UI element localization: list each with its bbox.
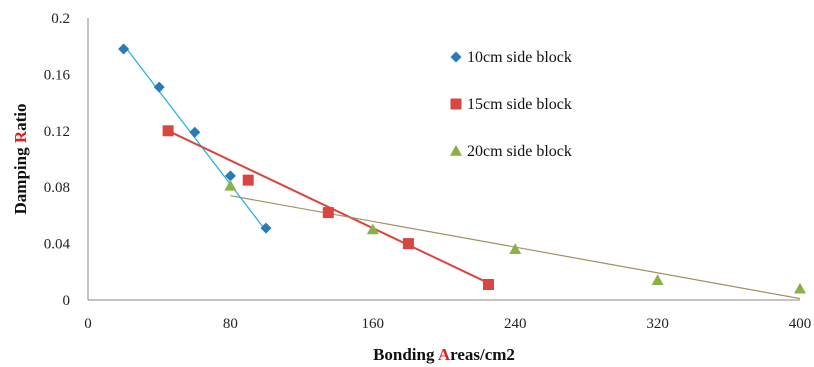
legend-marker-3 bbox=[450, 145, 462, 156]
data-point-series-3 bbox=[794, 282, 806, 294]
legend-label-2: 15cm side block bbox=[467, 96, 572, 113]
y-tick-labels: 0 0.04 0.08 0.12 0.16 0.2 bbox=[44, 11, 71, 309]
x-tick-label: 400 bbox=[789, 316, 812, 332]
data-point-series-2 bbox=[483, 278, 494, 290]
data-point-series-1 bbox=[260, 222, 272, 234]
x-tick-label: 240 bbox=[504, 316, 527, 332]
axis-title-part: R bbox=[11, 130, 30, 143]
axis-title-part: atio bbox=[11, 104, 30, 131]
x-axis-title: Bonding Areas/cm2 bbox=[373, 345, 515, 364]
axes bbox=[87, 18, 800, 301]
x-tick-label: 320 bbox=[646, 316, 669, 332]
y-tick-label: 0.16 bbox=[44, 67, 71, 83]
legend: 10cm side block 15cm side block 20cm side … bbox=[450, 49, 572, 160]
axis-title-part: Bonding bbox=[373, 345, 438, 364]
trend-lines bbox=[123, 44, 801, 300]
axis-title-part: A bbox=[438, 345, 451, 364]
data-point-series-3 bbox=[366, 223, 379, 235]
y-axis-title: Damping Ratio bbox=[11, 104, 30, 215]
data-points bbox=[118, 43, 806, 294]
y-tick-label: 0 bbox=[63, 293, 71, 309]
y-tick-label: 0.12 bbox=[44, 124, 70, 140]
x-tick-label: 0 bbox=[84, 316, 92, 332]
x-tick-label: 160 bbox=[362, 316, 385, 332]
legend-label-1: 10cm side block bbox=[467, 49, 572, 66]
trend-line-series-2 bbox=[167, 129, 489, 284]
data-point-series-1 bbox=[224, 170, 236, 182]
axis-title-part: Damping bbox=[11, 143, 30, 214]
axis-title-part: reas/cm2 bbox=[450, 345, 515, 364]
y-tick-label: 0.04 bbox=[44, 237, 71, 253]
data-point-series-2 bbox=[162, 125, 174, 137]
data-point-series-3 bbox=[651, 274, 664, 286]
data-point-series-2 bbox=[322, 207, 334, 219]
legend-marker-1 bbox=[450, 51, 462, 63]
data-point-series-3 bbox=[509, 243, 522, 255]
x-tick-labels: 0 80 160 240 320 400 bbox=[84, 316, 811, 332]
y-tick-label: 0.08 bbox=[44, 180, 70, 196]
data-point-series-3 bbox=[224, 179, 237, 191]
x-tick-label: 80 bbox=[223, 316, 238, 332]
data-point-series-2 bbox=[402, 238, 414, 250]
data-point-series-1 bbox=[189, 126, 201, 138]
data-point-series-1 bbox=[153, 81, 165, 93]
trend-line-series-1 bbox=[123, 44, 267, 232]
data-point-series-1 bbox=[118, 43, 130, 55]
legend-label-3: 20cm side block bbox=[467, 143, 572, 160]
legend-marker-2 bbox=[450, 98, 462, 110]
data-point-series-2 bbox=[242, 174, 254, 186]
y-tick-label: 0.2 bbox=[51, 11, 70, 27]
